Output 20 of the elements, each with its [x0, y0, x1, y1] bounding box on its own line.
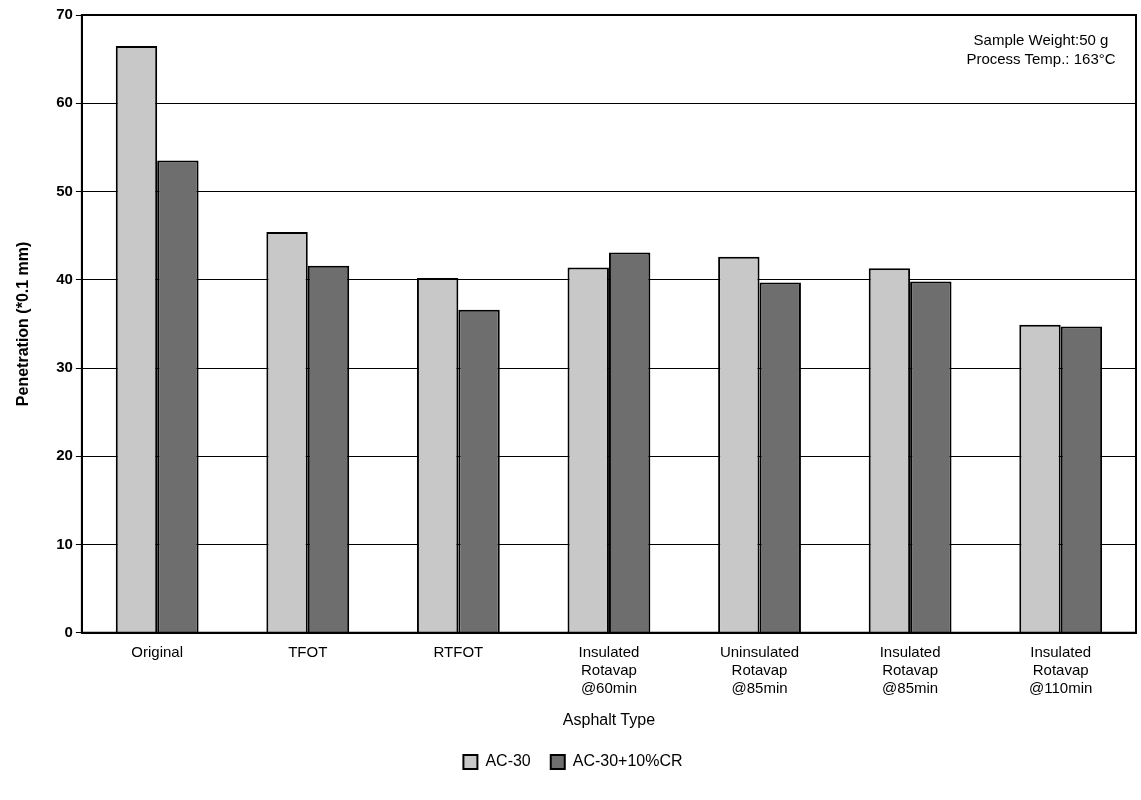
- y-tick-label: 40: [56, 269, 73, 287]
- y-tick-label: 10: [56, 534, 73, 552]
- x-tick-label: Insulated Rotavap @85min: [879, 642, 941, 696]
- legend-label: AC-30: [485, 752, 531, 770]
- y-axis-title: Penetration (*0.1 mm): [14, 241, 32, 407]
- x-tick-label: Insulated Rotavap @110min: [1029, 642, 1093, 696]
- x-tick-label: Insulated Rotavap @60min: [578, 642, 640, 696]
- y-tick-label: 60: [56, 93, 73, 111]
- y-tick-label: 30: [56, 358, 73, 376]
- x-tick-label: TFOT: [288, 642, 328, 660]
- annotation: Sample Weight:50 g Process Temp.: 163°C: [966, 30, 1116, 67]
- x-tick-label: RTFOT: [433, 642, 484, 660]
- x-tick-label: Uninsulated Rotavap @85min: [719, 642, 800, 696]
- y-tick-label: 0: [64, 622, 73, 640]
- x-tick-label: Original: [131, 642, 184, 660]
- x-axis-title: Asphalt Type: [562, 710, 656, 728]
- y-tick-label: 20: [56, 446, 73, 464]
- y-tick-label: 70: [56, 5, 73, 23]
- legend-label: AC-30+10%CR: [572, 752, 683, 770]
- y-tick-label: 50: [56, 181, 73, 199]
